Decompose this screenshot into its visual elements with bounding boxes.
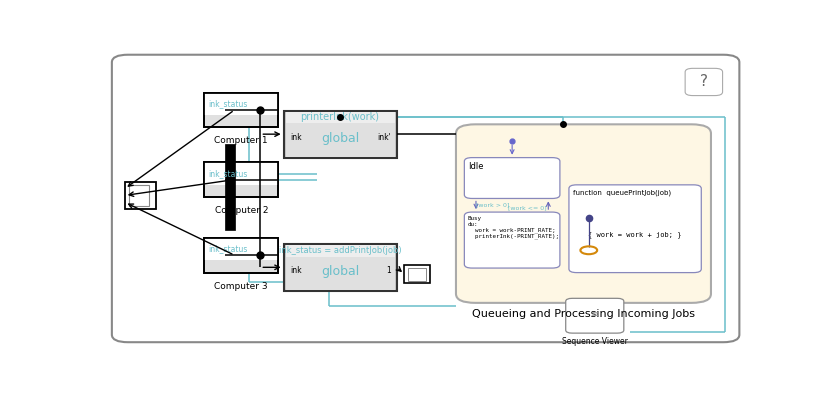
Text: ink': ink' [377,133,392,142]
Text: ink_status: ink_status [209,99,248,108]
Text: Sequence Viewer: Sequence Viewer [561,337,628,346]
Bar [204,238,278,261]
Text: ink: ink [290,133,302,142]
Text: [work <= 0]: [work <= 0] [508,206,547,211]
Bar [125,182,156,209]
Text: ink_status = addPrintJob(job): ink_status = addPrintJob(job) [279,246,402,255]
FancyBboxPatch shape [569,185,701,273]
Text: global: global [321,265,359,278]
Bar [226,144,235,230]
Bar [286,245,395,290]
FancyBboxPatch shape [464,158,560,198]
Text: ink: ink [290,266,302,275]
Text: ≡: ≡ [591,309,599,319]
Text: Busy
du:
  work = work-PRINT_RATE;
  printerInk(-PRINT_RATE);: Busy du: work = work-PRINT_RATE; printer… [467,216,559,239]
Bar [204,238,278,273]
Text: ink_status: ink_status [209,244,248,253]
Bar [286,112,395,123]
FancyBboxPatch shape [456,124,711,303]
Bar [286,245,395,257]
Text: Idle: Idle [468,162,484,171]
Bar [204,162,278,185]
Bar [204,162,278,197]
Text: [work > 0]: [work > 0] [476,203,509,208]
Bar [283,111,397,158]
Text: 1: 1 [387,266,392,275]
Bar [286,112,395,157]
Bar [204,93,278,127]
Text: ink_status: ink_status [209,169,248,178]
FancyBboxPatch shape [112,55,740,342]
Text: Computer 2: Computer 2 [215,206,268,215]
Bar [283,244,397,291]
Text: Computer 1: Computer 1 [214,136,268,145]
Bar [129,185,148,206]
Text: Computer 3: Computer 3 [214,282,268,291]
Bar [407,268,426,281]
Text: global: global [321,132,359,145]
FancyBboxPatch shape [685,68,722,95]
FancyBboxPatch shape [566,298,624,333]
Bar [204,238,278,273]
Text: function  queuePrintJob(job): function queuePrintJob(job) [573,190,671,196]
Text: { work = work + job; }: { work = work + job; } [588,231,682,238]
Text: ?: ? [700,74,708,90]
FancyBboxPatch shape [464,212,560,268]
Bar [204,162,278,197]
Text: Queueing and Processing Incoming Jobs: Queueing and Processing Incoming Jobs [472,309,695,320]
Bar [404,265,430,283]
Text: printerInk(work): printerInk(work) [301,112,380,122]
Bar [204,93,278,115]
Bar [204,93,278,127]
